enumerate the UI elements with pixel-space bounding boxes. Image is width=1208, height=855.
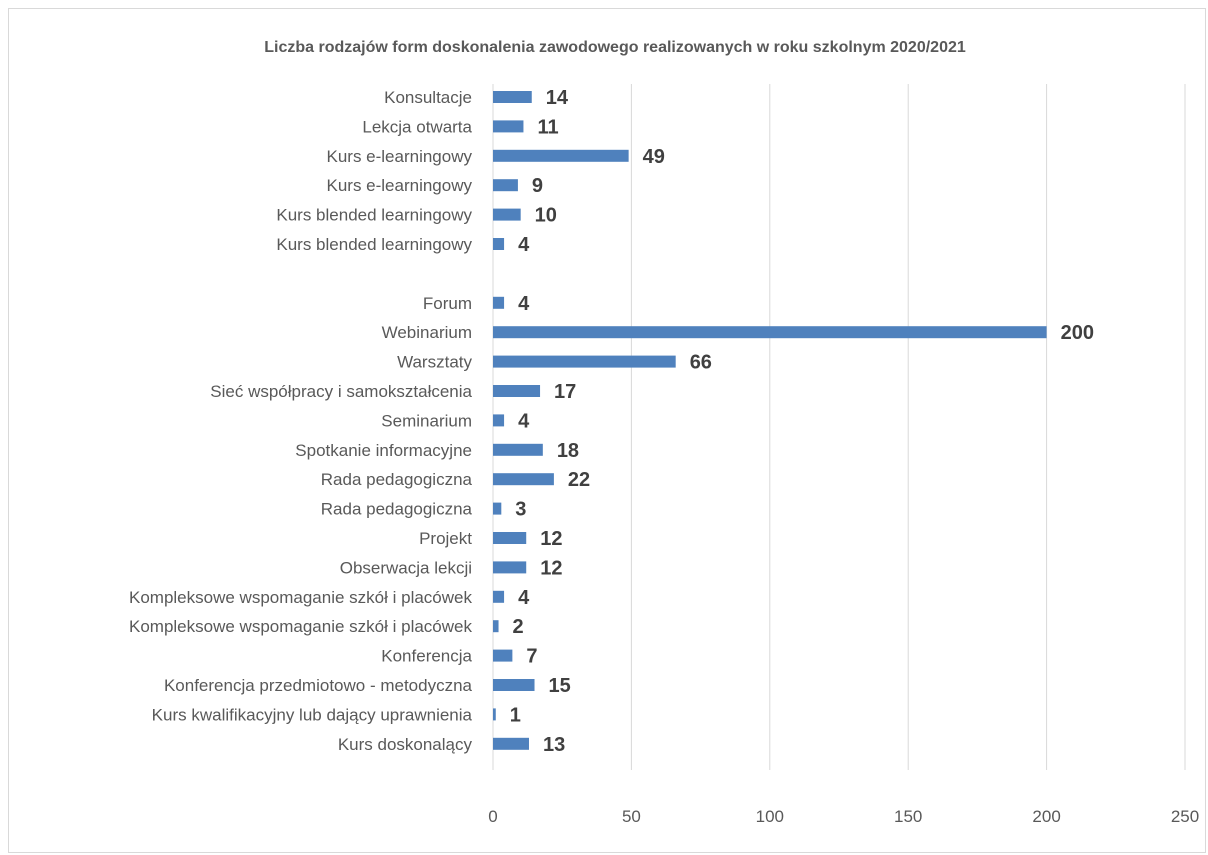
bar: [493, 238, 505, 250]
bar: [493, 737, 529, 750]
bar: [493, 179, 518, 192]
category-label: Forum: [423, 294, 472, 313]
category-label: Lekcja otwarta: [362, 117, 472, 136]
data-label: 13: [543, 734, 565, 756]
data-label: 7: [526, 646, 537, 668]
x-tick-label: 100: [756, 807, 784, 826]
data-label: 200: [1061, 322, 1094, 344]
bar: [493, 532, 527, 544]
bar: [493, 443, 543, 456]
category-label: Kurs blended learningowy: [276, 235, 472, 254]
data-label: 1: [510, 704, 521, 726]
bar: [493, 708, 496, 721]
bar: [493, 385, 541, 397]
data-label: 4: [518, 293, 530, 315]
bar: [493, 296, 505, 309]
x-axis-ticks: 0 50 100 150 200 250: [488, 807, 1199, 826]
data-label: 4: [518, 410, 530, 432]
category-label: Kurs e-learningowy: [326, 147, 472, 166]
bar: [493, 620, 499, 633]
x-tick-label: 0: [488, 807, 497, 826]
bar: [493, 355, 676, 368]
data-label: 12: [540, 528, 562, 550]
data-label: 14: [546, 87, 569, 109]
chart-frame: [8, 8, 1206, 853]
bar: [493, 120, 524, 133]
data-label: 9: [532, 175, 543, 197]
category-label: Webinarium: [382, 323, 472, 342]
data-label: 17: [554, 381, 576, 403]
category-label: Spotkanie informacyjne: [295, 441, 472, 460]
x-tick-label: 250: [1171, 807, 1199, 826]
category-label: Kurs kwalifikacyjny lub dający uprawnien…: [152, 705, 473, 724]
x-tick-label: 200: [1032, 807, 1060, 826]
category-labels: Konsultacje Lekcja otwarta Kurs e-learning…: [129, 88, 473, 754]
bar: [493, 326, 1047, 339]
category-label: Kurs doskonalący: [338, 735, 473, 754]
bars: [493, 91, 1047, 750]
data-label: 11: [537, 116, 558, 138]
gridlines: [492, 84, 1186, 770]
bar: [493, 502, 502, 515]
category-label: Rada pedagogiczna: [321, 470, 473, 489]
data-label: 3: [515, 499, 526, 521]
data-label: 15: [549, 675, 571, 697]
data-label: 49: [643, 146, 665, 168]
data-label: 4: [518, 587, 530, 609]
bar: [493, 649, 513, 662]
category-label: Kurs blended learningowy: [276, 206, 472, 225]
category-label: Sieć współpracy i samokształcenia: [210, 382, 472, 401]
data-label: 4: [518, 234, 530, 256]
category-label: Kompleksowe wspomaganie szkół i placówek: [129, 617, 472, 636]
bar: [493, 679, 535, 691]
category-label: Konferencja: [381, 647, 472, 666]
bar: [493, 473, 554, 486]
category-label: Rada pedagogiczna: [321, 500, 473, 519]
data-label: 10: [535, 205, 557, 227]
data-label: 22: [568, 469, 590, 491]
x-tick-label: 150: [894, 807, 922, 826]
category-label: Konsultacje: [384, 88, 472, 107]
data-label: 12: [540, 557, 562, 579]
bar: [493, 91, 532, 103]
bar: [493, 414, 505, 427]
category-label: Kurs e-learningowy: [326, 176, 472, 195]
bar: [493, 149, 629, 162]
category-label: Obserwacja lekcji: [340, 558, 472, 577]
data-label: 18: [557, 440, 579, 462]
bar: [493, 561, 527, 574]
category-label: Projekt: [419, 529, 472, 548]
bar: [493, 590, 505, 603]
bar: [493, 208, 521, 221]
category-label: Warsztaty: [397, 353, 472, 372]
x-tick-label: 50: [622, 807, 641, 826]
chart-title: Liczba rodzajów form doskonalenia zawodo…: [264, 39, 966, 56]
category-label: Seminarium: [381, 411, 472, 430]
category-label: Konferencja przedmiotowo - metodyczna: [164, 676, 473, 695]
data-label: 66: [690, 352, 712, 374]
data-label: 2: [513, 616, 524, 638]
category-label: Kompleksowe wspomaganie szkół i placówek: [129, 588, 472, 607]
